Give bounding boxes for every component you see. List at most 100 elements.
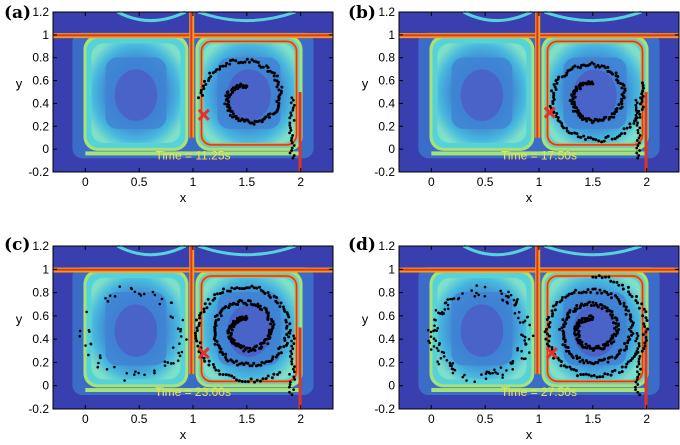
particle bbox=[574, 89, 578, 93]
cell-core bbox=[227, 69, 271, 121]
upper-arc bbox=[116, 244, 187, 257]
particle bbox=[246, 380, 250, 384]
particle bbox=[505, 294, 508, 298]
particle-cloud bbox=[548, 61, 645, 160]
particle bbox=[169, 315, 173, 318]
upper-arc bbox=[197, 10, 296, 23]
x-tick-label: 1.5 bbox=[239, 412, 256, 426]
particle bbox=[260, 345, 264, 349]
particle bbox=[274, 299, 278, 303]
particle bbox=[278, 370, 282, 374]
particle bbox=[427, 339, 430, 343]
particle bbox=[635, 337, 639, 340]
particle bbox=[255, 286, 259, 290]
particle bbox=[248, 346, 252, 350]
time-label: Time = 27.50s bbox=[501, 385, 577, 399]
particle bbox=[516, 348, 519, 352]
x-tick-label: 0.5 bbox=[131, 175, 148, 189]
y-axis-label: y bbox=[362, 312, 369, 327]
particle bbox=[636, 334, 640, 338]
particle bbox=[228, 337, 232, 341]
particle bbox=[233, 88, 237, 92]
particle bbox=[637, 136, 641, 140]
particle bbox=[555, 300, 559, 304]
particle bbox=[634, 380, 638, 384]
particle bbox=[258, 119, 262, 123]
y-tick-label: 0 bbox=[42, 142, 49, 156]
particle bbox=[228, 62, 232, 66]
particle bbox=[496, 372, 499, 376]
particle bbox=[517, 316, 520, 320]
particle bbox=[615, 135, 619, 139]
particle bbox=[638, 393, 642, 397]
particle bbox=[230, 328, 234, 332]
marker-stroke bbox=[545, 347, 558, 360]
particle bbox=[235, 378, 239, 382]
particle bbox=[581, 358, 585, 362]
particle bbox=[634, 385, 637, 389]
particle bbox=[285, 324, 289, 328]
particle bbox=[452, 297, 456, 300]
particle bbox=[447, 307, 450, 311]
release-marker bbox=[543, 106, 556, 119]
particle bbox=[600, 64, 604, 68]
particle bbox=[545, 342, 549, 346]
panel-label: (b) bbox=[348, 3, 376, 23]
particle bbox=[202, 310, 206, 314]
particle bbox=[85, 310, 89, 314]
particle bbox=[602, 139, 606, 143]
particle bbox=[258, 285, 262, 289]
particle bbox=[565, 365, 569, 369]
particle bbox=[221, 64, 225, 68]
particle bbox=[287, 335, 291, 339]
particle bbox=[638, 354, 642, 358]
particle bbox=[639, 367, 642, 371]
ridge-vertical-core bbox=[190, 12, 193, 138]
release-marker bbox=[545, 347, 558, 360]
particle bbox=[642, 347, 646, 351]
particle bbox=[545, 318, 549, 322]
particle bbox=[215, 292, 219, 296]
particle bbox=[575, 357, 579, 361]
particle bbox=[570, 102, 574, 106]
cell-core bbox=[114, 69, 158, 121]
particle bbox=[151, 290, 155, 294]
particle bbox=[601, 375, 605, 379]
particle bbox=[290, 146, 294, 150]
particle bbox=[285, 311, 289, 315]
particle bbox=[233, 287, 237, 291]
particle bbox=[550, 89, 554, 93]
particle bbox=[645, 319, 649, 323]
particle bbox=[271, 355, 275, 359]
particle bbox=[255, 344, 259, 348]
particle bbox=[604, 115, 608, 119]
particle bbox=[600, 307, 604, 311]
particle bbox=[638, 115, 642, 119]
particle bbox=[234, 59, 238, 63]
particle bbox=[635, 116, 639, 120]
particle bbox=[599, 303, 603, 307]
particle bbox=[211, 362, 215, 366]
particle bbox=[207, 363, 211, 367]
particle bbox=[554, 87, 558, 91]
particle bbox=[617, 283, 621, 287]
particle bbox=[270, 357, 274, 361]
particle bbox=[620, 93, 624, 97]
particle bbox=[224, 94, 228, 98]
particle bbox=[547, 315, 551, 319]
particle bbox=[118, 285, 122, 288]
particle bbox=[555, 81, 559, 85]
particle bbox=[511, 368, 515, 371]
particle bbox=[595, 375, 599, 379]
particle bbox=[288, 385, 291, 389]
particle bbox=[491, 371, 494, 375]
particle bbox=[238, 119, 242, 123]
y-tick-label: 0 bbox=[42, 379, 49, 393]
particle bbox=[612, 340, 616, 344]
particle bbox=[634, 388, 637, 392]
particle bbox=[179, 327, 183, 331]
x-tick-label: 1 bbox=[190, 175, 197, 189]
particle bbox=[551, 102, 555, 106]
particle bbox=[612, 115, 616, 119]
